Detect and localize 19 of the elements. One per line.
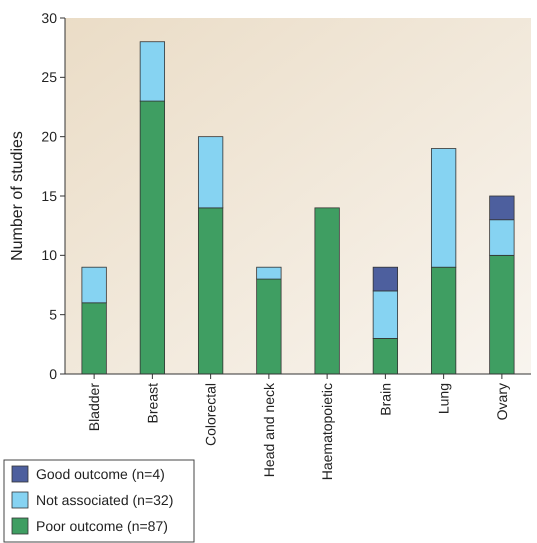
- y-axis-title: Number of studies: [9, 131, 26, 261]
- y-tick-label: 20: [41, 128, 58, 145]
- x-tick-label: Lung: [436, 383, 452, 414]
- x-tick-label: Ovary: [494, 383, 510, 420]
- y-tick-label: 25: [41, 69, 58, 86]
- x-tick-label: Head and neck: [260, 382, 277, 478]
- y-tick-label: 5: [49, 306, 58, 323]
- x-tick-label: Colorectal: [202, 383, 219, 446]
- y-tick-label: 10: [41, 247, 58, 264]
- legend-label: Not associated (n=32): [36, 492, 174, 508]
- y-tick-label: 15: [41, 188, 58, 204]
- legend-label: Good outcome (n=4): [36, 466, 165, 482]
- x-tick-label: Breast: [144, 382, 160, 424]
- legend-label: Poor outcome (n=87): [36, 518, 168, 534]
- y-tick-label: 0: [49, 366, 58, 382]
- x-tick-label: Bladder: [86, 382, 102, 432]
- x-tick-label: Haematopoietic: [319, 383, 336, 480]
- x-tick-label: Brain: [377, 383, 394, 416]
- y-tick-label: 30: [41, 10, 58, 26]
